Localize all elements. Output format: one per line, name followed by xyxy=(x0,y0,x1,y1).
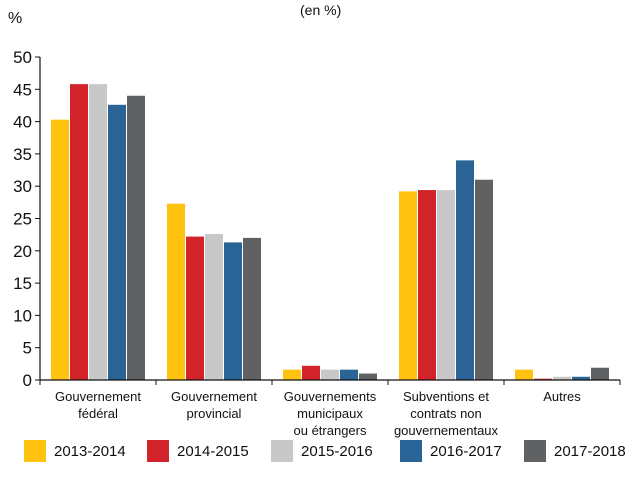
category-label: Gouvernements xyxy=(284,389,377,404)
bar xyxy=(591,367,609,380)
legend-label: 2017-2018 xyxy=(554,442,626,460)
bar xyxy=(51,119,69,381)
y-tick-label: 10 xyxy=(13,306,32,325)
legend-swatch xyxy=(24,440,46,462)
legend-label: 2014-2015 xyxy=(177,442,249,460)
bar xyxy=(70,84,88,380)
bar xyxy=(515,369,533,380)
legend-label: 2016-2017 xyxy=(430,442,502,460)
bar-chart: 0 5 10 15 20 25 30 35 40 45 50 Gouvernement fédéral G… xyxy=(13,48,621,438)
legend-label: 2015-2016 xyxy=(301,442,373,460)
category-label: gouvernementaux xyxy=(394,423,499,438)
y-tick-label: 0 xyxy=(23,371,32,390)
category-label: provincial xyxy=(187,406,242,421)
legend: 2013-2014 2014-2015 2015-2016 2016-2017 2017… xyxy=(0,440,626,480)
bar xyxy=(553,376,571,380)
y-tick-label: 30 xyxy=(13,177,32,196)
bar xyxy=(534,378,552,380)
bar xyxy=(340,369,358,380)
category-label: municipaux xyxy=(297,406,363,421)
legend-swatch xyxy=(524,440,546,462)
bar xyxy=(359,373,377,380)
category-label: contrats non xyxy=(410,406,482,421)
bar xyxy=(127,95,145,380)
bar xyxy=(321,369,339,380)
bar xyxy=(283,369,301,380)
bar xyxy=(475,179,493,380)
bar xyxy=(418,190,436,380)
legend-item: 2014-2015 xyxy=(147,440,249,462)
y-tick-label: 20 xyxy=(13,242,32,261)
legend-swatch xyxy=(400,440,422,462)
legend-item: 2013-2014 xyxy=(24,440,126,462)
y-tick-label: 40 xyxy=(13,113,32,132)
y-tick-label: 25 xyxy=(13,210,32,229)
bar xyxy=(186,236,204,380)
legend-swatch xyxy=(271,440,293,462)
bar xyxy=(89,84,107,380)
legend-item: 2015-2016 xyxy=(271,440,373,462)
bar xyxy=(302,365,320,380)
bar xyxy=(167,203,185,380)
bar xyxy=(437,190,455,380)
y-tick-label: 35 xyxy=(13,145,32,164)
bar xyxy=(399,191,417,380)
y-tick-label: 45 xyxy=(13,80,32,99)
bar xyxy=(224,242,242,380)
legend-item: 2017-2018 xyxy=(524,440,626,462)
legend-item: 2016-2017 xyxy=(400,440,502,462)
category-label: fédéral xyxy=(78,406,118,421)
category-label: ou étrangers xyxy=(294,423,367,438)
bar xyxy=(572,376,590,380)
y-tick-label: 15 xyxy=(13,274,32,293)
category-label: Subventions et xyxy=(403,389,489,404)
y-axis-unit: % xyxy=(8,10,23,27)
category-label: Gouvernement xyxy=(171,389,257,404)
legend-swatch xyxy=(147,440,169,462)
y-tick-label: 50 xyxy=(13,48,32,67)
category-label: Autres xyxy=(543,389,581,404)
y-tick-label: 5 xyxy=(23,339,32,358)
category-label: Gouvernement xyxy=(55,389,141,404)
bar xyxy=(456,160,474,380)
bar xyxy=(108,104,126,380)
legend-label: 2013-2014 xyxy=(54,442,126,460)
bar xyxy=(243,237,261,380)
chart-subtitle: (en %) xyxy=(300,2,342,18)
bar xyxy=(205,234,223,380)
